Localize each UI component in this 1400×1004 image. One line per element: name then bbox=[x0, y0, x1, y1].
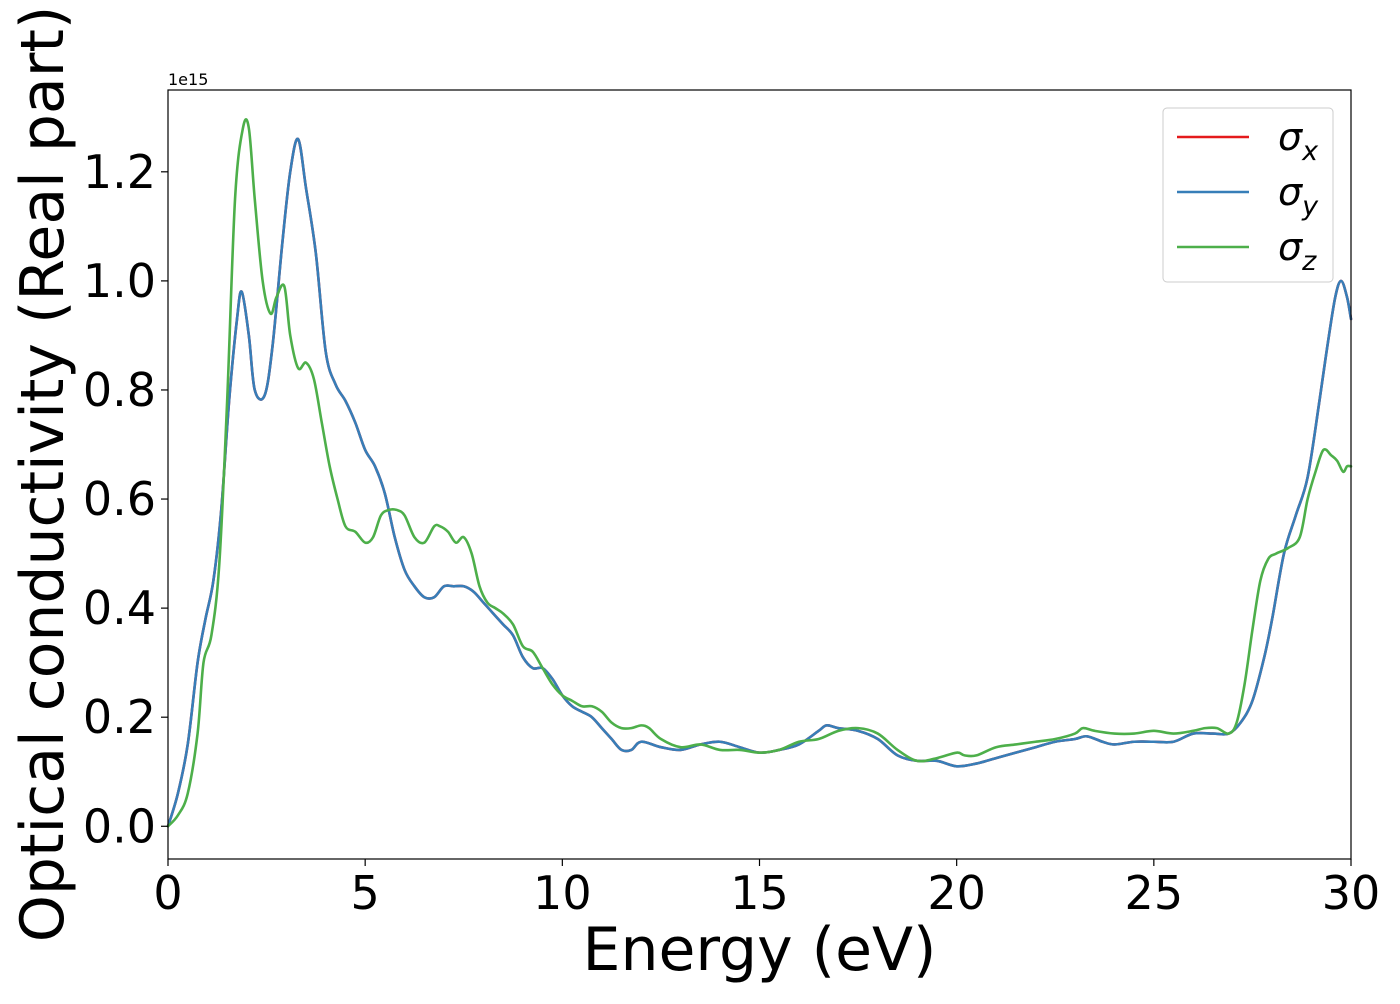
legend-box bbox=[1162, 107, 1334, 283]
x-tick-label: 30 bbox=[1322, 866, 1381, 920]
y-tick-label: 1.0 bbox=[83, 254, 156, 308]
series-line-y bbox=[166, 137, 1353, 828]
series-line-z bbox=[166, 118, 1353, 828]
x-axis-title: Energy (eV) bbox=[583, 915, 937, 985]
legend-label-z: σz bbox=[1278, 225, 1317, 277]
y-tick-label: 0.4 bbox=[83, 581, 156, 635]
x-tick-label: 25 bbox=[1125, 866, 1184, 920]
x-axis-ticks: 0 5 10 15 20 25 30 bbox=[153, 859, 1380, 920]
y-tick-label: 0.8 bbox=[83, 363, 156, 417]
x-tick-label: 10 bbox=[533, 866, 592, 920]
x-tick-label: 15 bbox=[730, 866, 789, 920]
series-layer bbox=[166, 118, 1353, 828]
y-axis-title: Optical conductivity (Real part) bbox=[8, 6, 78, 943]
y-tick-label: 0.0 bbox=[83, 799, 156, 853]
y-axis-ticks: 0.0 0.2 0.4 0.6 0.8 1.0 1.2 bbox=[83, 145, 168, 853]
x-tick-label: 20 bbox=[927, 866, 986, 920]
x-tick-label: 5 bbox=[351, 866, 380, 920]
y-tick-label: 1.2 bbox=[83, 145, 156, 199]
legend-label-x: σx bbox=[1278, 115, 1319, 167]
y-tick-label: 0.6 bbox=[83, 472, 156, 526]
legend-label-y: σy bbox=[1278, 170, 1319, 222]
y-tick-label: 0.2 bbox=[83, 690, 156, 744]
y-offset-label: 1e15 bbox=[168, 70, 208, 89]
x-tick-label: 0 bbox=[153, 866, 182, 920]
